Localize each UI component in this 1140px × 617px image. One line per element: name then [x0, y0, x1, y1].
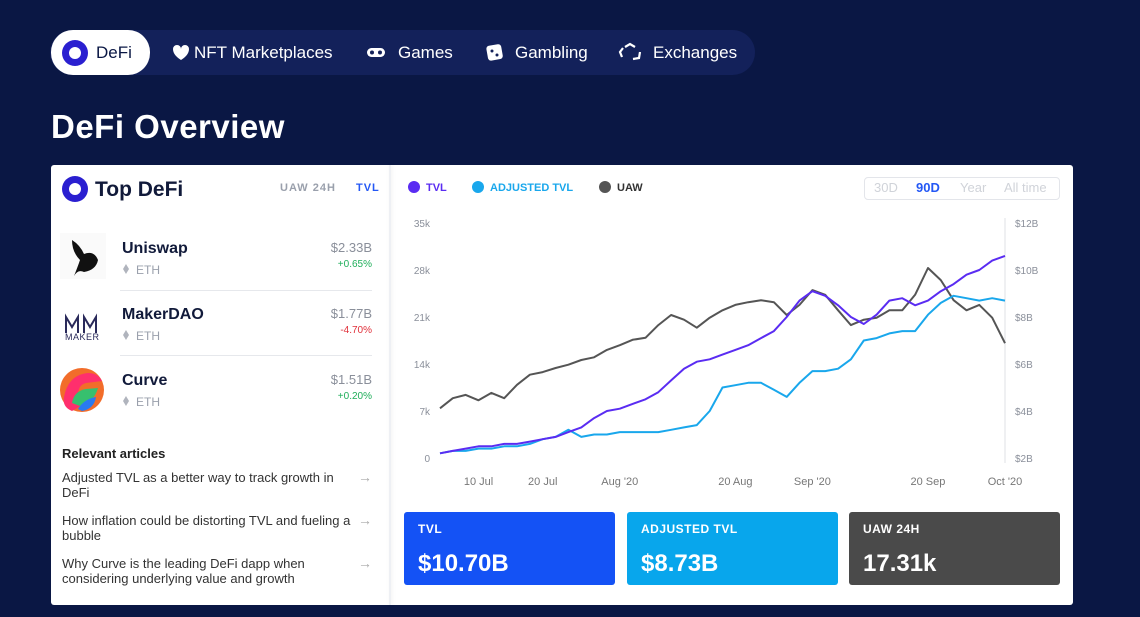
- legend-dot: [472, 181, 484, 193]
- legend-dot: [408, 181, 420, 193]
- y-tick-label: $10B: [1015, 266, 1039, 277]
- logos: [60, 176, 106, 412]
- legend-dot: [599, 181, 611, 193]
- y-tick-label: 28k: [414, 266, 431, 277]
- logo-text: MAKER: [65, 332, 100, 342]
- eth-icons: [123, 264, 129, 406]
- stat-card: TVL $10.70B: [404, 512, 615, 585]
- x-tick-label: 20 Sep: [911, 476, 946, 488]
- x-tick-label: 20 Aug: [718, 476, 752, 488]
- series-line: [439, 294, 1006, 455]
- x-tick-label: Aug '20: [601, 476, 638, 488]
- item-name[interactable]: Curve: [122, 372, 168, 389]
- item-value: $1.77B: [330, 306, 372, 321]
- stat-value: 17.31k: [863, 550, 937, 577]
- y-tick-label: $6B: [1015, 360, 1033, 371]
- stat-label: TVL: [418, 522, 443, 536]
- stat-value: $10.70B: [418, 550, 509, 577]
- item-change: -4.70%: [340, 325, 372, 336]
- stat-label: UAW 24H: [863, 522, 920, 536]
- x-tick-label: 10 Jul: [464, 476, 493, 488]
- x-tick-label: 20 Jul: [528, 476, 557, 488]
- range-button[interactable]: 90D: [916, 180, 940, 195]
- series-line: [439, 254, 1006, 455]
- item-value: $2.33B: [330, 240, 372, 255]
- toggle[interactable]: UAW 24H: [280, 182, 336, 194]
- y-tick-label: 0: [424, 454, 430, 465]
- y-tick-label: 35k: [414, 219, 431, 230]
- separator: [120, 355, 372, 356]
- range-selector: [864, 177, 1060, 200]
- article-link[interactable]: How inflation could be distorting TVL an…: [62, 513, 351, 543]
- legend-label: TVL: [426, 182, 447, 194]
- item-change: +0.65%: [337, 259, 372, 270]
- arrow-icon: →: [358, 512, 372, 528]
- article-link[interactable]: Adjusted TVL as a better way to track gr…: [62, 470, 334, 500]
- arrow-icon: →: [358, 555, 372, 571]
- panel-divider: [389, 165, 391, 605]
- item-value: $1.51B: [330, 372, 372, 387]
- y-tick-label: 7k: [419, 407, 431, 418]
- range-button[interactable]: Year: [960, 180, 987, 195]
- x-tick-label: Sep '20: [794, 476, 831, 488]
- item-change: +0.20%: [337, 391, 372, 402]
- y-tick-label: $8B: [1015, 313, 1033, 324]
- item-chain: ETH: [136, 263, 160, 277]
- y-tick-label: $2B: [1015, 454, 1033, 465]
- stat-card: ADJUSTED TVL $8.73B: [627, 512, 838, 585]
- y-tick-label: $4B: [1015, 407, 1033, 418]
- nav-tab[interactable]: Exchanges: [653, 43, 738, 62]
- panel-title: Top DeFi: [95, 178, 184, 201]
- page-title: DeFi Overview: [51, 108, 285, 145]
- item-name[interactable]: MakerDAO: [122, 306, 204, 323]
- stat-value: $8.73B: [641, 550, 719, 577]
- y-tick-label: 14k: [414, 360, 431, 371]
- toggle[interactable]: TVL: [356, 182, 380, 194]
- item-name[interactable]: Uniswap: [122, 240, 188, 257]
- item-chain: ETH: [136, 395, 160, 409]
- legend-label: ADJUSTED TVL: [490, 182, 573, 194]
- separator: [120, 290, 372, 291]
- series-line: [439, 267, 1006, 410]
- nav-icons: [62, 40, 642, 66]
- stat-card: UAW 24H 17.31k: [849, 512, 1060, 585]
- articles-title: Relevant articles: [62, 446, 166, 461]
- stat-label: ADJUSTED TVL: [641, 522, 738, 536]
- nav-tab[interactable]: NFT Marketplaces: [194, 43, 333, 62]
- legend-label: UAW: [617, 182, 643, 194]
- article-link[interactable]: Why Curve is the leading DeFi dapp when …: [62, 556, 305, 586]
- nav-tab[interactable]: Games: [398, 43, 453, 62]
- range-button[interactable]: 30D: [874, 180, 898, 195]
- nav-tab[interactable]: Gambling: [515, 43, 588, 62]
- chart: 0 7k 14k 21k 28k 35k $2B $4B $6B $8B $10B $12B 10 Ju…: [408, 181, 1039, 488]
- range-button[interactable]: All time: [1004, 180, 1047, 195]
- nav-tab[interactable]: DeFi: [96, 43, 132, 62]
- y-tick-label: 21k: [414, 313, 431, 324]
- y-tick-label: $12B: [1015, 219, 1039, 230]
- x-tick-label: Oct '20: [988, 476, 1023, 488]
- arrow-icon: →: [358, 469, 372, 485]
- nav-bar: [50, 30, 755, 75]
- item-chain: ETH: [136, 329, 160, 343]
